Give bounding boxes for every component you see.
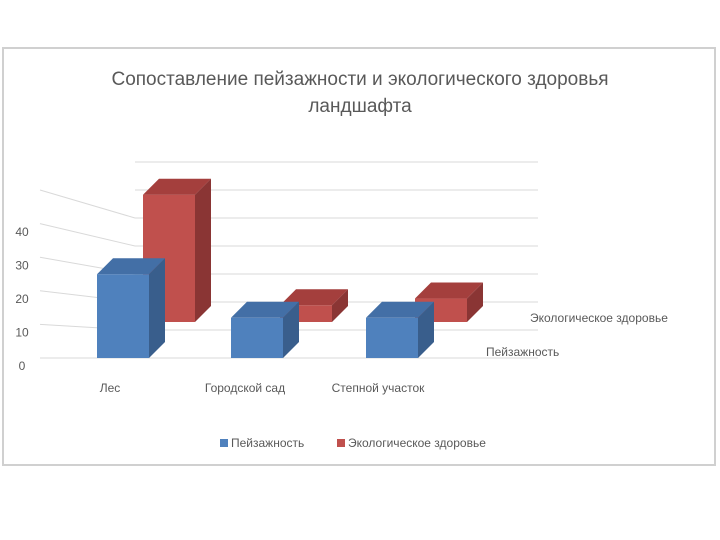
y-tick-label: 20 xyxy=(15,292,29,306)
bar-1-landscape-side xyxy=(149,258,165,358)
bar-1-ecology-top xyxy=(143,178,211,195)
bar-2-ecology-top xyxy=(280,289,348,306)
bar-3-landscape-side xyxy=(418,301,434,358)
y-tick-label: 10 xyxy=(15,326,29,340)
y-tick-label: 30 xyxy=(15,259,29,273)
category-label: Лес xyxy=(100,381,121,395)
category-label: Городской сад xyxy=(205,381,285,395)
bar-2-landscape-top xyxy=(231,301,299,318)
y-tick-label: 0 xyxy=(19,359,26,373)
legend-label-ecology: Экологическое здоровье xyxy=(348,436,486,450)
gridline-diagonal xyxy=(39,223,136,247)
gridline-diagonal xyxy=(39,189,136,219)
chart-title-line2: ландшафта xyxy=(308,96,412,117)
chart-title-line1: Сопоставление пейзажности и экологическо… xyxy=(111,69,609,90)
bar-1-landscape-top xyxy=(97,258,165,275)
legend-label-landscape: Пейзажность xyxy=(231,436,304,450)
bar-3-ecology-top xyxy=(415,282,483,299)
bar-3-ecology-side xyxy=(467,282,483,322)
chart-frame xyxy=(2,47,716,466)
bar-2-landscape-side xyxy=(283,301,299,358)
depth-axis-label-ecology: Экологическое здоровье xyxy=(530,311,668,325)
bar-1-ecology-side xyxy=(195,178,211,322)
y-tick-label: 40 xyxy=(15,225,29,239)
bar-2-ecology-side xyxy=(332,289,348,322)
legend-swatch-landscape xyxy=(220,439,228,447)
bar-1-landscape-front xyxy=(97,274,149,358)
chart-title: Сопоставление пейзажности и экологическо… xyxy=(0,66,720,120)
bar-2-landscape-front xyxy=(231,317,283,358)
category-label: Степной участок xyxy=(332,381,425,395)
bar-3-landscape-top xyxy=(366,301,434,318)
legend-swatch-ecology xyxy=(337,439,345,447)
depth-axis-label-landscape: Пейзажность xyxy=(486,345,559,359)
bar-3-landscape-front xyxy=(366,317,418,358)
